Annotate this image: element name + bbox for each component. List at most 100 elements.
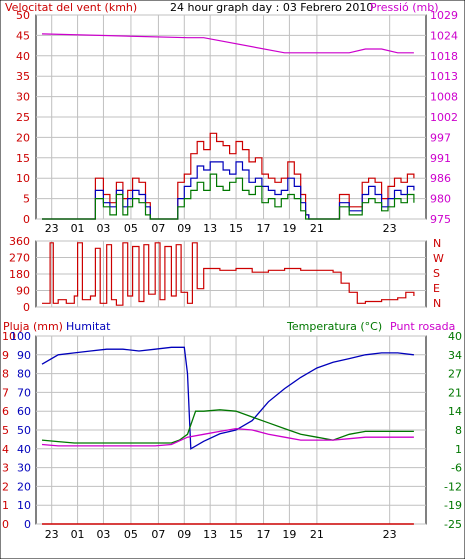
x-tick-label: 13	[203, 222, 217, 235]
direction-label: E	[433, 282, 440, 295]
rain-tick-label: 3	[2, 462, 9, 475]
humidity-tick-label: 100	[10, 330, 31, 343]
y-tick-label: 270	[9, 252, 30, 265]
y-tick-label: 1018	[430, 50, 458, 63]
series-line-punt-rosada	[41, 427, 414, 447]
y-tick-label: 991	[430, 152, 451, 165]
humidity-tick-label: 50	[17, 424, 31, 437]
rain-tick-label: 10	[2, 330, 16, 343]
y-tick-label: 975	[430, 213, 451, 226]
rain-tick-label: 2	[2, 480, 9, 493]
series-line-velocitat	[42, 161, 415, 220]
x-tick-label: 01	[71, 528, 85, 541]
x-tick-label: 07	[151, 528, 165, 541]
y-tick-label: 5	[23, 193, 30, 206]
humidity-legend-label: Humitat	[66, 320, 111, 333]
humidity-tick-label: 30	[17, 462, 31, 475]
y-tick-label: 30	[16, 91, 30, 104]
x-tick-label: 23	[45, 222, 59, 235]
series-line-pressi-	[41, 33, 414, 54]
y-tick-label: 180	[9, 268, 30, 281]
x-tick-label: 01	[71, 222, 85, 235]
temperature-tick-label: -12	[444, 480, 462, 493]
rain-legend-label: Pluja (mm)	[3, 320, 63, 333]
humidity-tick-label: 10	[17, 499, 31, 512]
series-line-ratxa	[42, 132, 415, 220]
rain-tick-label: 6	[2, 405, 9, 418]
series-line-vent-mitj-	[42, 173, 415, 220]
x-tick-label: 21	[310, 528, 324, 541]
x-tick-label: 21	[310, 222, 324, 235]
series-line-humitat	[41, 346, 414, 450]
rain-tick-label: 5	[2, 424, 9, 437]
dewpoint-legend-label: Punt rosada	[390, 320, 455, 333]
y-tick-label: 1013	[430, 70, 458, 83]
temperature-tick-label: -6	[451, 462, 462, 475]
humidity-tick-label: 0	[24, 518, 31, 531]
x-tick-label: 05	[124, 222, 138, 235]
y-tick-label: 35	[16, 70, 30, 83]
temperature-tick-label: 14	[448, 405, 462, 418]
direction-label: S	[433, 267, 440, 280]
x-tick-label: 09	[177, 222, 191, 235]
x-tick-label: 03	[96, 528, 110, 541]
temperature-tick-label: 21	[448, 386, 462, 399]
rain-tick-label: 4	[2, 443, 9, 456]
y-tick-label: 980	[430, 193, 451, 206]
x-tick-label: 15	[229, 222, 243, 235]
rain-tick-label: 8	[2, 368, 9, 381]
x-tick-label: 07	[151, 222, 165, 235]
humidity-tick-label: 70	[17, 386, 31, 399]
direction-label: N	[433, 237, 441, 250]
temperature-tick-label: 8	[455, 424, 462, 437]
y-tick-label: 15	[16, 152, 30, 165]
y-tick-label: 10	[16, 172, 30, 185]
rain-tick-label: 1	[2, 499, 9, 512]
x-tick-label: 17	[257, 222, 271, 235]
x-tick-label: 23	[383, 528, 397, 541]
temperature-tick-label: 1	[455, 443, 462, 456]
x-tick-label: 17	[257, 528, 271, 541]
x-tick-label: 19	[282, 222, 296, 235]
humidity-tick-label: 40	[17, 443, 31, 456]
y-tick-label: 25	[16, 111, 30, 124]
x-tick-label: 05	[124, 528, 138, 541]
series-line-temperatura	[41, 409, 414, 444]
pressure-title: Pressió (mb)	[370, 1, 439, 14]
wind-speed-title: Velocitat del vent (kmh)	[5, 1, 137, 14]
temperature-tick-label: -25	[444, 518, 462, 531]
y-tick-label: 0	[23, 213, 30, 226]
temperature-legend-label: Temperatura (°C)	[286, 320, 382, 333]
temperature-tick-label: 27	[448, 368, 462, 381]
y-tick-label: 90	[16, 285, 30, 298]
rain-tick-label: 9	[2, 349, 9, 362]
humidity-tick-label: 20	[17, 480, 31, 493]
y-tick-label: 997	[430, 131, 451, 144]
direction-label: W	[433, 252, 444, 265]
y-tick-label: 1024	[430, 29, 458, 42]
y-tick-label: 40	[16, 50, 30, 63]
y-tick-label: 20	[16, 131, 30, 144]
rain-tick-label: 0	[2, 518, 9, 531]
graph-title: 24 hour graph day : 03 Febrero 2010	[170, 1, 373, 14]
x-tick-label: 03	[96, 222, 110, 235]
y-tick-label: 1008	[430, 91, 458, 104]
y-tick-label: 986	[430, 172, 451, 185]
direction-label: N	[433, 297, 441, 310]
y-tick-label: 1002	[430, 111, 458, 124]
x-tick-label: 23	[383, 222, 397, 235]
temperature-tick-label: -19	[444, 499, 462, 512]
y-tick-label: 1029	[430, 9, 458, 22]
x-tick-label: 09	[177, 528, 191, 541]
x-tick-label: 23	[45, 528, 59, 541]
series-line-direction	[42, 242, 415, 306]
y-tick-label: 45	[16, 29, 30, 42]
temperature-tick-label: 34	[448, 349, 462, 362]
humidity-tick-label: 60	[17, 405, 31, 418]
x-tick-label: 13	[203, 528, 217, 541]
humidity-tick-label: 80	[17, 368, 31, 381]
